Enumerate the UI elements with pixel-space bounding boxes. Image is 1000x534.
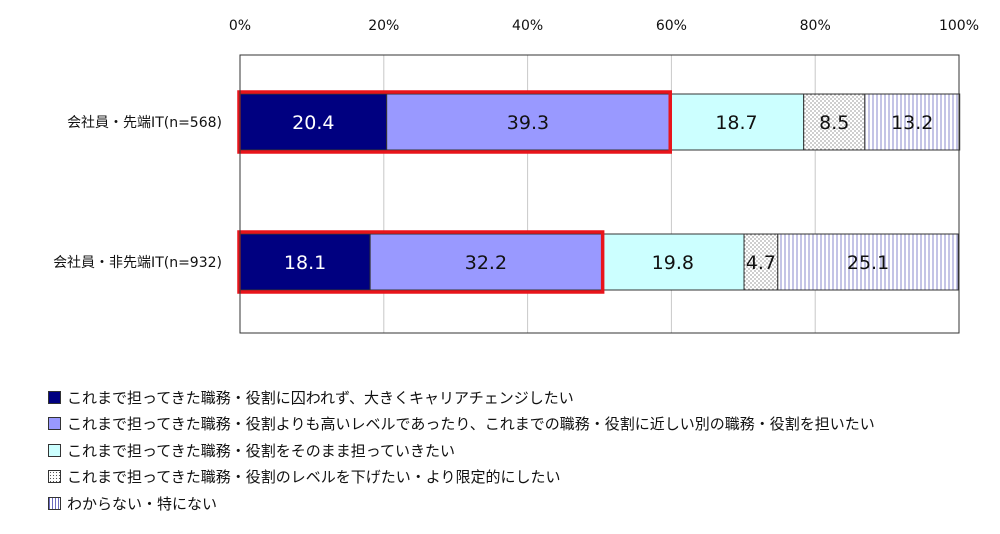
legend-swatch [48,443,61,457]
data-label: 32.2 [465,252,507,274]
legend-label: これまで担ってきた職務・役割よりも高いレベルであったり、これまでの職務・役割に近… [67,415,875,434]
plot-area-border [239,54,960,334]
category-label: 会社員・非先端IT(n=932) [53,255,222,271]
legend-swatch [48,496,61,510]
data-label: 13.2 [891,112,933,134]
legend-label: これまで担ってきた職務・役割に囚われず、大きくキャリアチェンジしたい [67,388,574,407]
legend-item: これまで担ってきた職務・役割よりも高いレベルであったり、これまでの職務・役割に近… [48,411,875,438]
legend: これまで担ってきた職務・役割に囚われず、大きくキャリアチェンジしたい これまで担っ… [48,384,875,517]
legend-swatch [48,390,61,404]
bar-segment [803,93,866,151]
x-tick-label: 100% [939,18,979,34]
legend-label: これまで担ってきた職務・役割をそのまま担っていきたい [67,441,456,460]
data-label: 20.4 [292,112,334,134]
legend-item: これまで担ってきた職務・役割に囚われず、大きくキャリアチェンジしたい [48,384,875,411]
legend-item: わからない・特にない [48,490,875,517]
category-label: 会社員・先端IT(n=568) [67,115,222,131]
legend-item: これまで担ってきた職務・役割のレベルを下げたい・より限定的にしたい [48,464,875,491]
bar-segment [864,93,961,151]
x-tick-label: 80% [800,18,831,34]
legend-item: これまで担ってきた職務・役割をそのまま担っていきたい [48,437,875,464]
data-label: 25.1 [847,252,889,274]
highlight-box [237,230,605,294]
data-label: 4.7 [746,252,776,274]
x-tick-label: 40% [512,18,543,34]
bar-segment [777,233,959,291]
data-label: 18.7 [715,112,757,134]
legend-swatch [48,470,61,484]
data-label: 39.3 [507,112,549,134]
data-label: 19.8 [652,252,694,274]
x-tick-label: 60% [656,18,687,34]
bar-segment [668,93,805,151]
data-label: 8.5 [819,112,849,134]
legend-label: これまで担ってきた職務・役割のレベルを下げたい・より限定的にしたい [67,468,561,487]
legend-swatch [48,417,61,431]
bar-segment [386,93,670,151]
legend-label: わからない・特にない [67,494,218,513]
highlight-box [237,90,672,154]
x-tick-label: 20% [368,18,399,34]
bar-segment [239,93,388,151]
stacked-bar-chart: 0% 20% 40% 60% 80% 100% 20.4 39.3 18.7 8.5 13.2 18… [53,18,979,334]
x-tick-label: 0% [229,18,251,34]
data-label: 18.1 [284,252,326,274]
bar-segment [743,233,779,291]
